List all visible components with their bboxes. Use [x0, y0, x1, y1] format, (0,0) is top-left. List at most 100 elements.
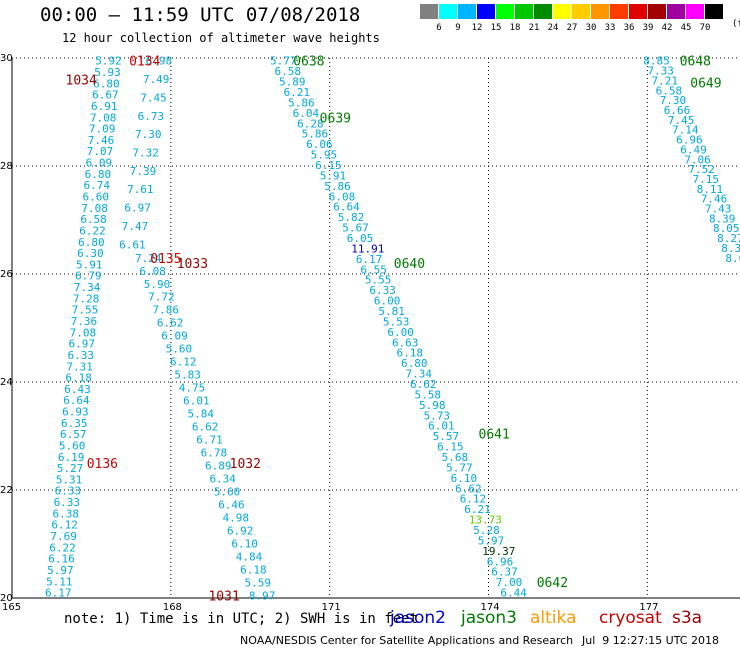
lat-tick-label: 28	[0, 161, 13, 172]
swh-value-label: 7.14	[672, 124, 699, 137]
swh-value-label: 6.97	[69, 338, 96, 351]
swh-value-label: 6.22	[79, 224, 106, 237]
swh-value-label: 7.61	[127, 183, 154, 196]
swh-value-label: 6.33	[54, 496, 81, 509]
scale-swatch	[496, 4, 514, 19]
swh-value-label: 5.90	[144, 278, 171, 291]
swh-value-label: 5.67	[342, 222, 369, 235]
swh-value-label: 6.58	[80, 213, 107, 226]
swh-value-label: 4.84	[236, 550, 263, 563]
swh-value-label: 5.84	[188, 408, 215, 421]
swh-value-label: 6.08	[139, 265, 166, 278]
swh-value-label: 7.15	[693, 173, 720, 186]
pass-time-label: 0638	[293, 55, 324, 70]
swh-value-label: 6.18	[396, 347, 423, 360]
pass-time-label: 0641	[479, 427, 510, 442]
swh-value-label: 7.28	[73, 292, 100, 305]
swh-value-label: 7.45	[668, 114, 695, 127]
swh-value-label: 6.62	[157, 317, 184, 330]
scale-label: 24	[547, 23, 559, 33]
scale-swatch	[667, 4, 685, 19]
swh-value-label: 5.55	[365, 274, 392, 287]
scale-swatch	[610, 4, 628, 19]
swh-value-label: 19.37	[482, 545, 515, 558]
swh-value-label: 7.31	[66, 360, 93, 373]
swh-value-label: 6.58	[656, 84, 683, 97]
pass-time-label: 0135	[150, 252, 181, 267]
pass-time-label: 1034	[66, 74, 97, 89]
swh-value-label: 6.01	[183, 395, 210, 408]
scale-label: 21	[528, 23, 540, 33]
swh-value-label: 6.55	[360, 263, 387, 276]
scale-swatch	[591, 4, 609, 19]
scale-label: 12	[471, 23, 483, 33]
swh-value-label: 8.39	[709, 212, 736, 225]
swh-value-label: 6.18	[65, 372, 92, 385]
swh-value-label: 5.11	[46, 575, 72, 588]
swh-value-label: 5.58	[415, 388, 442, 401]
swh-value-label: 7.33	[647, 65, 674, 78]
swh-value-label: 8.97	[249, 589, 275, 602]
pass-time-label: 0648	[680, 55, 711, 70]
swh-value-label: 6.33	[369, 284, 396, 297]
swh-value-label: 5.53	[383, 315, 410, 328]
scale-swatch	[553, 4, 571, 19]
color-scale-unit: (ft)	[732, 19, 740, 29]
swh-value-label: 6.37	[491, 566, 518, 579]
swh-value-label: 6.33	[67, 349, 94, 362]
swh-value-label: 5.91	[76, 258, 103, 271]
swh-value-label: 6.35	[61, 417, 87, 430]
lon-tick-label: 177	[639, 602, 658, 613]
swh-value-label: 6.73	[138, 110, 165, 123]
scale-swatch	[477, 4, 495, 19]
swh-value-label: 6.06	[306, 138, 333, 151]
legend-jason3: jason3	[461, 608, 517, 628]
swh-value-label: 6.63	[392, 336, 419, 349]
swh-value-label: 5.73	[424, 409, 451, 422]
swh-value-label: 5.68	[442, 451, 469, 464]
swh-value-label: 7.24	[135, 252, 162, 265]
swh-value-label: 6.17	[45, 587, 71, 600]
swh-value-label: 6.00	[387, 326, 414, 339]
swh-value-label: 6.10	[231, 537, 258, 550]
scale-label: 45	[680, 23, 692, 33]
swh-value-label: 6.09	[86, 157, 113, 170]
pass-time-label: 1032	[230, 457, 261, 472]
swh-value-label: 7.72	[148, 291, 175, 304]
swh-value-label: 7.47	[122, 220, 148, 233]
lat-tick-label: 24	[0, 377, 13, 388]
swh-value-label: 6.33	[55, 485, 82, 498]
scale-label: 36	[623, 23, 635, 33]
swh-value-label: 6.28	[297, 117, 324, 130]
swh-value-label: 6.91	[91, 100, 118, 113]
scale-swatch	[515, 4, 533, 19]
swh-value-label: 7.09	[89, 123, 116, 136]
swh-value-label: 7.30	[135, 128, 162, 141]
swh-value-label: 6.21	[284, 86, 311, 99]
swh-value-label: 6.46	[218, 498, 245, 511]
swh-value-label: 7.30	[660, 94, 687, 107]
swh-value-label: 6.38	[52, 507, 79, 520]
scale-label: 70	[699, 23, 711, 33]
swh-value-label: 6.64	[63, 394, 90, 407]
swh-value-label: 6.60	[82, 191, 109, 204]
swh-value-label: 5.77	[270, 55, 297, 68]
swh-value-label: 6.30	[77, 247, 104, 260]
footer-note: note: 1) Time is in UTC; 2) SWH is in fe…	[64, 611, 419, 627]
swh-value-label: 5.27	[57, 462, 84, 475]
scale-label: 27	[566, 23, 578, 33]
swh-value-label: 6.43	[64, 383, 91, 396]
swh-value-label: 5.81	[378, 305, 405, 318]
swh-value-label: 6.78	[201, 447, 228, 460]
swh-value-label: 6.57	[60, 428, 86, 441]
swh-value-label: 6.58	[275, 65, 302, 78]
lat-tick-label: 22	[0, 485, 13, 496]
swh-value-label: 7.36	[71, 315, 98, 328]
scale-label: 33	[604, 23, 616, 33]
swh-value-label: 6.17	[356, 253, 383, 266]
swh-value-label: 8.85	[643, 55, 670, 68]
scale-label: 9	[455, 23, 461, 33]
scale-label: 6	[436, 23, 442, 33]
swh-value-label: 6.34	[209, 472, 236, 485]
